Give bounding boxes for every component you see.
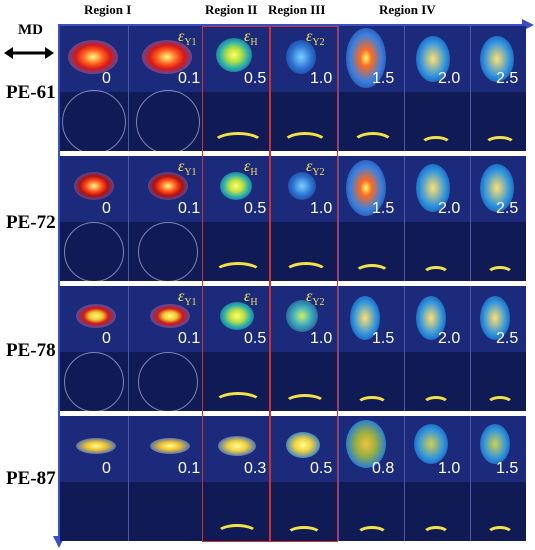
epsilon-h-label: εH bbox=[244, 28, 258, 49]
md-double-arrow-icon bbox=[4, 47, 54, 59]
pattern-row-pe61: εY1 εH εY2 0 0.1 0.5 1.0 1.5 2.0 2.5 bbox=[60, 26, 526, 151]
saxs-lobe bbox=[218, 436, 256, 456]
vertical-axis bbox=[58, 24, 60, 544]
strain-value: 0 bbox=[102, 460, 111, 477]
sample-label-pe72: PE-72 bbox=[6, 212, 56, 233]
saxs-lobe bbox=[286, 40, 316, 74]
saxs-streak bbox=[346, 160, 386, 216]
strain-value: 2.0 bbox=[438, 70, 461, 87]
epsilon-y1-label: εY1 bbox=[178, 288, 197, 309]
strain-value: 1.5 bbox=[372, 200, 395, 217]
saxs-lobe bbox=[286, 432, 320, 458]
saxs-lobe bbox=[150, 438, 190, 454]
saxs-streak bbox=[416, 296, 446, 340]
strain-value: 0.8 bbox=[372, 460, 395, 477]
horizontal-axis bbox=[60, 24, 528, 26]
saxs-lobe bbox=[142, 40, 192, 74]
strain-value: 0.5 bbox=[244, 70, 267, 87]
sample-label-pe61: PE-61 bbox=[6, 82, 56, 103]
epsilon-h-label: εH bbox=[244, 158, 258, 179]
region-2-boundary bbox=[202, 26, 270, 542]
saxs-streak bbox=[480, 296, 510, 340]
strain-value: 1.0 bbox=[310, 330, 333, 347]
strain-value: 1.0 bbox=[438, 460, 461, 477]
strain-value: 2.0 bbox=[438, 330, 461, 347]
saxs-streak bbox=[414, 424, 448, 464]
strain-value: 1.5 bbox=[372, 330, 395, 347]
saxs-streak bbox=[480, 36, 514, 82]
strain-value: 1.5 bbox=[496, 460, 519, 477]
saxs-lobe bbox=[220, 172, 252, 200]
strain-value: 0 bbox=[102, 330, 111, 347]
strain-value: 0.5 bbox=[244, 330, 267, 347]
epsilon-y2-label: εY2 bbox=[306, 288, 325, 309]
epsilon-h-label: εH bbox=[244, 288, 258, 309]
saxs-lobe bbox=[220, 302, 254, 330]
saxs-streak bbox=[416, 164, 450, 212]
pattern-row-pe78: εY1 εH εY2 0 0.1 0.5 1.0 1.5 2.0 2.5 bbox=[60, 286, 526, 411]
epsilon-y2-label: εY2 bbox=[306, 158, 325, 179]
strain-value: 0.3 bbox=[244, 460, 267, 477]
strain-value: 0.1 bbox=[178, 330, 201, 347]
saxs-streak bbox=[346, 420, 386, 468]
scattering-pattern-grid: εY1 εH εY2 0 0.1 0.5 1.0 1.5 2.0 2.5 bbox=[60, 26, 526, 542]
strain-value: 0.5 bbox=[244, 200, 267, 217]
strain-value: 0.1 bbox=[178, 70, 201, 87]
saxs-lobe bbox=[74, 172, 114, 200]
strain-value: 2.5 bbox=[496, 200, 519, 217]
strain-value: 1.0 bbox=[310, 200, 333, 217]
strain-value: 0 bbox=[102, 200, 111, 217]
strain-value: 2.5 bbox=[496, 330, 519, 347]
saxs-streak bbox=[346, 28, 386, 88]
md-label: MD bbox=[18, 22, 43, 38]
saxs-lobe bbox=[288, 172, 316, 200]
strain-value: 0.1 bbox=[178, 460, 201, 477]
strain-value: 2.0 bbox=[438, 200, 461, 217]
saxs-lobe bbox=[68, 40, 118, 74]
saxs-lobe bbox=[76, 304, 116, 328]
strain-value: 1.5 bbox=[372, 70, 395, 87]
epsilon-y1-label: εY1 bbox=[178, 158, 197, 179]
region-2-label: Region II bbox=[205, 2, 258, 17]
region-4-label: Region IV bbox=[379, 2, 436, 17]
sample-label-pe87: PE-87 bbox=[6, 468, 56, 489]
saxs-lobe bbox=[286, 300, 318, 332]
pattern-row-pe72: εY1 εH εY2 0 0.1 0.5 1.0 1.5 2.0 2.5 bbox=[60, 156, 526, 281]
saxs-streak bbox=[480, 424, 510, 464]
saxs-lobe bbox=[76, 438, 116, 454]
saxs-lobe bbox=[150, 304, 190, 328]
region-3-boundary bbox=[270, 26, 338, 542]
pattern-row-pe87: 0 0.1 0.3 0.5 0.8 1.0 1.5 bbox=[60, 416, 526, 541]
epsilon-y2-label: εY2 bbox=[306, 28, 325, 49]
strain-value: 0.1 bbox=[178, 200, 201, 217]
strain-value: 2.5 bbox=[496, 70, 519, 87]
strain-value: 0 bbox=[102, 70, 111, 87]
epsilon-y1-label: εY1 bbox=[178, 28, 197, 49]
saxs-lobe bbox=[148, 172, 188, 200]
strain-value: 1.0 bbox=[310, 70, 333, 87]
region-1-label: Region I bbox=[84, 2, 132, 17]
sample-label-pe78: PE-78 bbox=[6, 340, 56, 361]
saxs-streak bbox=[416, 36, 450, 82]
region-3-label: Region III bbox=[268, 2, 326, 17]
saxs-streak bbox=[350, 296, 380, 340]
saxs-lobe bbox=[216, 38, 252, 72]
saxs-streak bbox=[480, 164, 514, 212]
strain-value: 0.5 bbox=[310, 460, 333, 477]
